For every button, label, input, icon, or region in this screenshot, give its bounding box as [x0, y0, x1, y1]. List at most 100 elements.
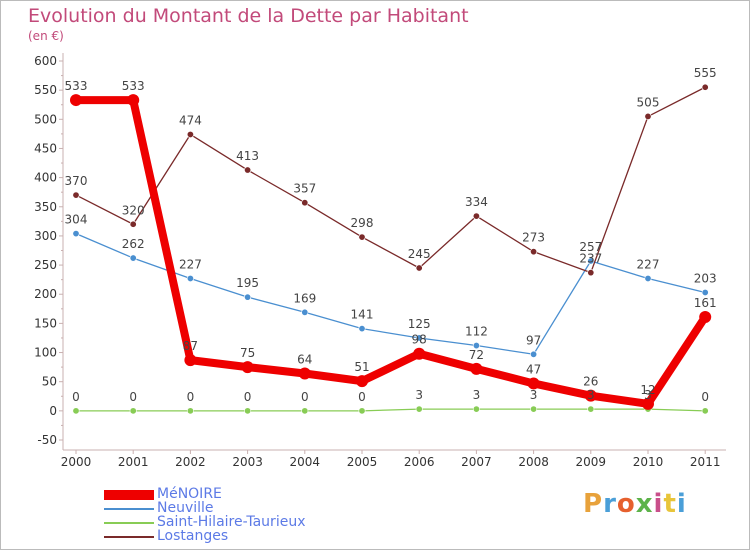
- data-label: 245: [408, 247, 431, 261]
- series-point-2: [301, 407, 309, 415]
- x-tick-label: 2011: [690, 455, 721, 469]
- y-tick-label: 250: [34, 258, 57, 272]
- series-point-3: [72, 191, 80, 199]
- series-point-2: [472, 405, 480, 413]
- data-label: 262: [122, 237, 145, 251]
- series-point-1: [644, 274, 652, 282]
- data-label: 47: [526, 362, 541, 376]
- x-tick-label: 2006: [404, 455, 435, 469]
- data-label: 334: [465, 195, 488, 209]
- y-tick-label: 550: [34, 83, 57, 97]
- y-tick-label: 400: [34, 171, 57, 185]
- x-tick-label: 2007: [461, 455, 492, 469]
- data-label: 3: [415, 388, 423, 402]
- logo-letter: o: [616, 489, 636, 519]
- series-point-1: [701, 288, 709, 296]
- series-line-2: [76, 408, 706, 412]
- y-tick-label: 300: [34, 229, 57, 243]
- series-point-2: [358, 407, 366, 415]
- x-tick-label: 2001: [118, 455, 149, 469]
- data-label: 227: [637, 257, 660, 271]
- y-tick-label: -50: [37, 433, 57, 447]
- data-label: 273: [522, 231, 545, 245]
- data-label: 3: [587, 388, 595, 402]
- series-point-0: [298, 367, 311, 380]
- x-tick-label: 2003: [232, 455, 263, 469]
- logo-letter: i: [653, 489, 664, 519]
- data-label: 125: [408, 317, 431, 331]
- data-label: 474: [179, 113, 202, 127]
- data-label: 0: [244, 390, 252, 404]
- series-point-2: [530, 405, 538, 413]
- data-label: 12: [640, 383, 655, 397]
- y-tick-label: 450: [34, 141, 57, 155]
- legend-swatch: [104, 522, 154, 524]
- logo-letter: i: [676, 489, 687, 519]
- series-point-1: [129, 254, 137, 262]
- y-tick-label: 200: [34, 287, 57, 301]
- data-label: 257: [579, 240, 602, 254]
- series-point-2: [72, 407, 80, 415]
- data-label: 195: [236, 276, 259, 290]
- logo-letter: P: [583, 489, 604, 519]
- data-label: 533: [122, 79, 145, 93]
- series-point-3: [129, 220, 137, 228]
- series-point-0: [241, 361, 254, 374]
- data-label: 298: [351, 216, 374, 230]
- data-label: 3: [473, 388, 481, 402]
- series-point-2: [701, 407, 709, 415]
- series-point-0: [470, 362, 483, 375]
- data-label: 413: [236, 149, 259, 163]
- series-point-1: [587, 257, 595, 265]
- legend-label: Lostanges: [157, 528, 229, 544]
- y-tick-label: 100: [34, 346, 57, 360]
- series-point-3: [701, 83, 709, 91]
- series-point-1: [72, 230, 80, 238]
- data-label: 87: [183, 339, 198, 353]
- series-point-3: [530, 248, 538, 256]
- x-tick-label: 2000: [61, 455, 92, 469]
- series-point-2: [415, 405, 423, 413]
- series-point-0: [642, 397, 654, 410]
- data-label: 0: [358, 390, 366, 404]
- logo-letter: x: [635, 489, 654, 519]
- series-point-3: [186, 130, 194, 138]
- y-tick-label: 150: [34, 316, 57, 330]
- series-point-2: [244, 407, 252, 415]
- series-line-3: [75, 86, 706, 274]
- legend-swatch: [104, 508, 154, 510]
- data-label: 304: [65, 213, 88, 227]
- data-label: 3: [530, 388, 538, 402]
- series-point-0: [356, 375, 368, 388]
- data-label: 505: [637, 95, 660, 109]
- data-label: 320: [122, 203, 145, 217]
- series-point-3: [415, 264, 423, 272]
- legend-label: Neuville: [157, 500, 214, 516]
- series-point-1: [358, 325, 366, 333]
- data-label: 75: [240, 346, 255, 360]
- data-label: 64: [297, 353, 312, 367]
- data-label: 3: [644, 388, 652, 402]
- x-tick-label: 2009: [576, 455, 607, 469]
- series-point-0: [184, 354, 197, 367]
- y-tick-label: 50: [42, 375, 57, 389]
- y-tick-label: 500: [34, 112, 57, 126]
- series-line-1: [75, 232, 706, 355]
- series-point-0: [413, 347, 426, 360]
- legend-swatch: [104, 490, 154, 500]
- series-point-0: [584, 389, 597, 402]
- legend-label: Saint-Hilaire-Taurieux: [157, 514, 306, 530]
- data-label: 555: [694, 66, 717, 80]
- series-point-3: [358, 233, 366, 241]
- data-label: 112: [465, 325, 488, 339]
- series-point-3: [244, 166, 252, 174]
- data-label: 0: [129, 390, 137, 404]
- series-point-3: [644, 112, 652, 120]
- data-label: 97: [526, 333, 541, 347]
- series-point-1: [530, 350, 538, 358]
- proxiti-logo: Proxiti: [583, 489, 687, 519]
- data-label: 237: [579, 252, 602, 266]
- data-label: 26: [583, 375, 598, 389]
